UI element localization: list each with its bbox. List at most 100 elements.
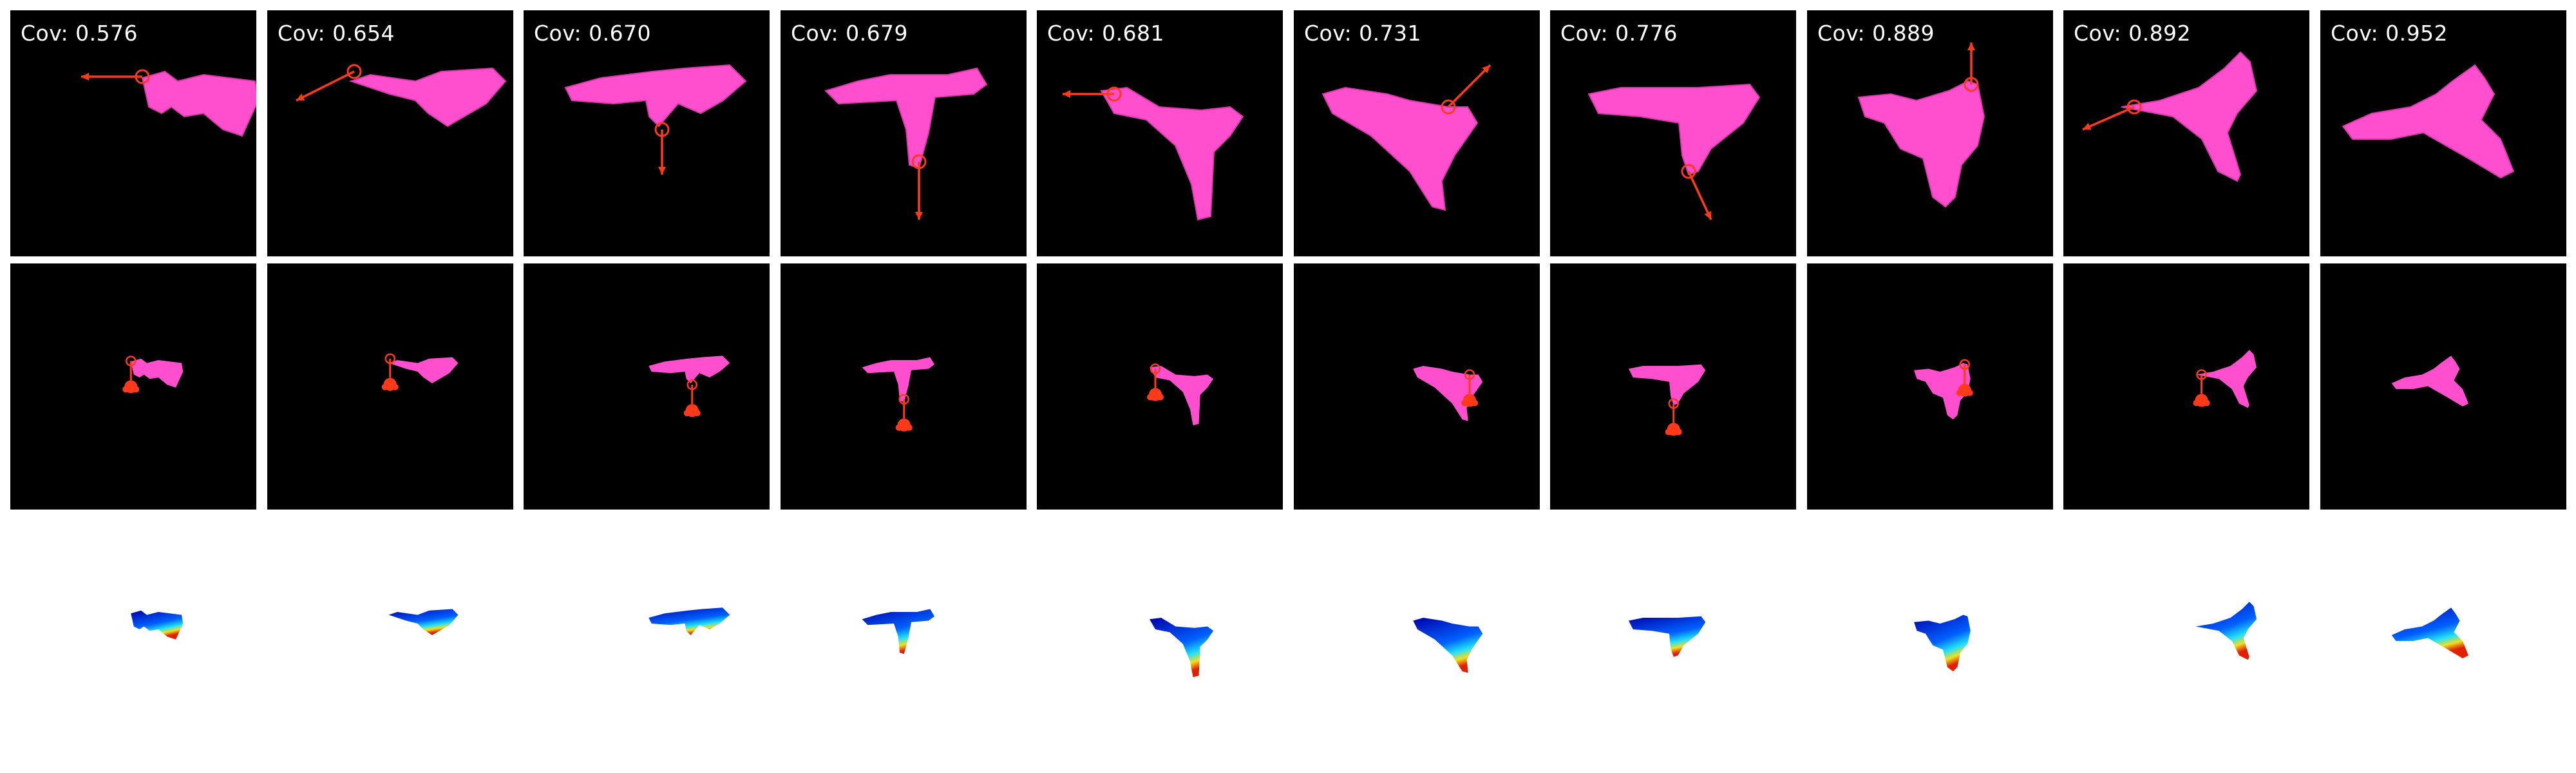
pick-arrow — [1063, 86, 1122, 102]
depth-shape — [1413, 618, 1483, 673]
pick-point-marker — [1106, 86, 1122, 102]
coverage-prefix: Cov: — [2331, 21, 2386, 46]
cloth-top-view-panel: Cov: 0.889 — [1807, 10, 2053, 256]
coverage-prefix: Cov: — [1047, 21, 1103, 46]
coverage-prefix: Cov: — [1817, 21, 1873, 46]
overview-svg — [381, 353, 459, 391]
pick-arrow — [2082, 99, 2142, 131]
cloth-shape — [2121, 51, 2258, 182]
coverage-label: Cov: 0.576 — [21, 21, 138, 46]
cloth-top-view-svg — [296, 64, 507, 128]
cloth-top-view-svg — [564, 64, 747, 175]
depth-shape — [1150, 618, 1213, 678]
depth-heatmap-panel — [1550, 515, 1796, 761]
cloth-shape-small — [1629, 364, 1706, 405]
pick-arrow — [1441, 64, 1492, 115]
pick-point-marker — [346, 64, 362, 79]
depth-heatmap-panel — [10, 515, 256, 761]
overview-svg — [1629, 364, 1706, 436]
gripper-icon — [122, 356, 140, 394]
pick-point-marker — [1681, 164, 1696, 179]
cloth-top-view-panel: Cov: 0.952 — [2320, 10, 2566, 256]
cloth-top-view-panel: Cov: 0.731 — [1294, 10, 1540, 256]
coverage-value: 0.892 — [2128, 21, 2192, 46]
cloth-shape-small — [2195, 350, 2257, 408]
pick-arrow — [1681, 164, 1712, 220]
overview-panel — [1807, 263, 2053, 510]
cloth-top-view-panel: Cov: 0.576 — [10, 10, 256, 256]
depth-heatmap-svg — [1629, 616, 1706, 657]
overview-svg — [2193, 350, 2257, 408]
cloth-top-view-svg — [1857, 43, 1985, 208]
cloth-top-view-panel: Cov: 0.892 — [2063, 10, 2309, 256]
coverage-value: 0.670 — [589, 21, 652, 46]
coverage-label: Cov: 0.889 — [1817, 21, 1935, 46]
depth-heatmap-panel — [267, 515, 513, 761]
pick-point-marker — [654, 122, 670, 137]
cloth-shape — [141, 70, 256, 137]
depth-heatmap-svg — [1914, 615, 1971, 672]
overview-svg — [2391, 356, 2468, 406]
cloth-top-view-svg — [1063, 86, 1244, 221]
cloth-shape — [824, 67, 988, 169]
depth-heatmap-svg — [2195, 602, 2257, 660]
gripper-icon — [1147, 363, 1164, 401]
coverage-prefix: Cov: — [791, 21, 846, 46]
overview-svg — [649, 356, 730, 417]
cloth-top-view-panel: Cov: 0.670 — [524, 10, 770, 256]
overview-panel — [2320, 263, 2566, 510]
depth-heatmap-panel — [2063, 515, 2309, 761]
coverage-value: 0.576 — [75, 21, 138, 46]
depth-shape — [2195, 602, 2257, 660]
coverage-value: 0.776 — [1615, 21, 1678, 46]
pick-point-marker — [1964, 77, 1979, 92]
overview-svg — [862, 357, 934, 432]
gripper-icon — [2193, 369, 2210, 407]
depth-shape — [1914, 615, 1971, 672]
cloth-top-view-svg — [81, 69, 256, 137]
depth-shape — [131, 610, 184, 640]
cloth-top-view-panel: Cov: 0.679 — [781, 10, 1027, 256]
cloth-shape-small — [131, 358, 184, 388]
gripper-icon — [381, 353, 399, 391]
overview-panel — [1550, 263, 1796, 510]
cloth-top-view-panel: Cov: 0.776 — [1550, 10, 1796, 256]
depth-shape — [1629, 616, 1706, 657]
overview-panel — [2063, 263, 2309, 510]
gripper-icon — [1956, 359, 1973, 397]
overview-panel — [1037, 263, 1283, 510]
pick-arrow — [654, 122, 670, 175]
pick-point-marker — [1441, 99, 1456, 115]
cloth-top-view-svg — [1587, 83, 1761, 220]
depth-heatmap-svg — [862, 609, 934, 654]
overview-svg — [1914, 359, 1973, 420]
pick-arrow — [1964, 43, 1979, 92]
depth-shape — [862, 609, 934, 654]
cloth-shape — [1857, 80, 1985, 208]
coverage-label: Cov: 0.952 — [2331, 21, 2448, 46]
overview-svg — [1413, 366, 1483, 421]
cloth-top-view-svg — [824, 67, 988, 220]
overview-panel — [10, 263, 256, 510]
overview-panel — [1294, 263, 1540, 510]
coverage-label: Cov: 0.776 — [1560, 21, 1678, 46]
pick-point-marker — [135, 69, 150, 84]
gripper-icon — [683, 379, 701, 417]
cloth-top-view-svg — [2342, 64, 2515, 179]
coverage-label: Cov: 0.892 — [2074, 21, 2191, 46]
cloth-shape-small — [1413, 366, 1483, 421]
cloth-shape — [2342, 64, 2515, 179]
depth-heatmap-panel — [1807, 515, 2053, 761]
depth-heatmap-svg — [2391, 607, 2468, 658]
depth-heatmap-svg — [1150, 618, 1213, 678]
depth-shape — [2391, 607, 2468, 658]
cloth-top-view-panel: Cov: 0.681 — [1037, 10, 1283, 256]
coverage-label: Cov: 0.681 — [1047, 21, 1164, 46]
overview-svg — [1147, 363, 1213, 426]
cloth-shape-small — [2391, 356, 2468, 406]
cloth-shape-small — [649, 356, 730, 383]
coverage-label: Cov: 0.679 — [791, 21, 908, 46]
coverage-label: Cov: 0.654 — [278, 21, 395, 46]
overview-panel — [524, 263, 770, 510]
